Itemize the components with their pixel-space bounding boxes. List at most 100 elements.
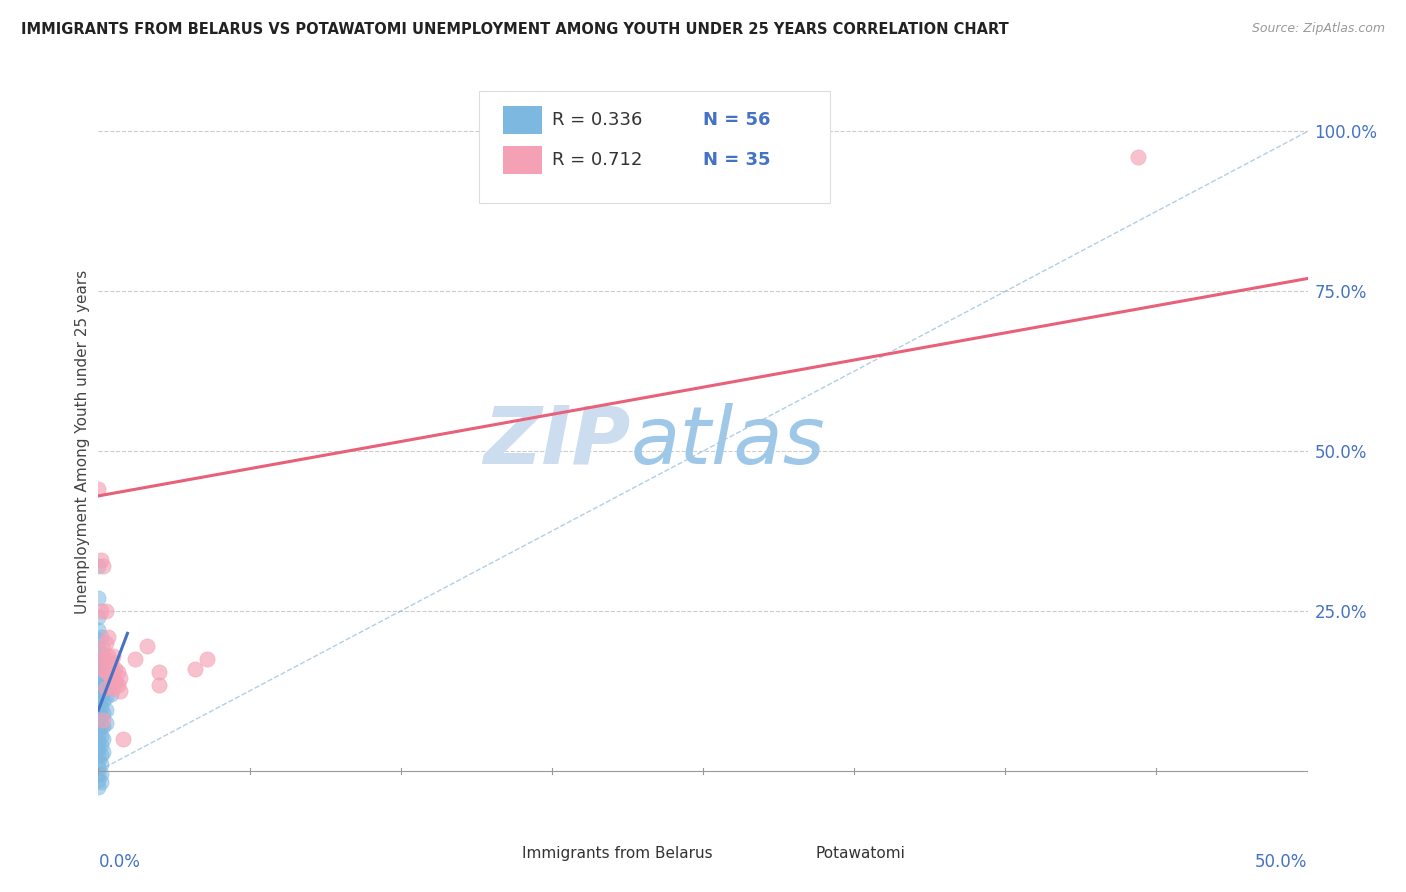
FancyBboxPatch shape [768, 841, 806, 865]
Point [104, 661, 127, 675]
Point [100, 655, 122, 669]
Point [90, 681, 112, 695]
Y-axis label: Unemployment Among Youth under 25 years: Unemployment Among Youth under 25 years [75, 269, 90, 614]
Point [104, 674, 127, 689]
Point [91, 642, 114, 657]
Text: N = 35: N = 35 [703, 151, 770, 169]
Text: 50.0%: 50.0% [1256, 854, 1308, 871]
Point [87, 761, 110, 775]
Point [97, 630, 120, 644]
Point [87, 652, 110, 666]
Point [100, 671, 122, 685]
Point [90, 775, 112, 789]
Point [91, 661, 114, 675]
Point [94, 681, 117, 695]
Point [87, 703, 110, 717]
Point [90, 630, 112, 644]
Point [148, 677, 170, 691]
Point [87, 729, 110, 743]
Text: Source: ZipAtlas.com: Source: ZipAtlas.com [1251, 22, 1385, 36]
Point [91, 719, 114, 733]
Text: R = 0.712: R = 0.712 [551, 151, 643, 169]
Point [94, 652, 117, 666]
Point [90, 719, 112, 733]
Point [87, 780, 110, 794]
Point [94, 636, 117, 650]
Point [87, 559, 110, 574]
Point [135, 639, 157, 653]
Point [107, 665, 129, 679]
Text: atlas: atlas [630, 402, 825, 481]
Text: 0.0%: 0.0% [98, 854, 141, 871]
FancyBboxPatch shape [503, 145, 543, 174]
Point [90, 747, 112, 762]
FancyBboxPatch shape [477, 841, 516, 865]
Point [97, 681, 120, 695]
Point [97, 665, 120, 679]
Point [87, 773, 110, 788]
Point [87, 697, 110, 711]
Point [91, 681, 114, 695]
Point [90, 767, 112, 781]
Point [94, 674, 117, 689]
Text: N = 56: N = 56 [703, 111, 770, 129]
Point [91, 745, 114, 759]
Point [101, 665, 124, 679]
Point [108, 684, 131, 698]
Point [91, 713, 114, 727]
Point [111, 731, 134, 746]
Point [87, 623, 110, 637]
Point [91, 652, 114, 666]
Point [195, 652, 218, 666]
Point [184, 661, 207, 675]
Point [94, 715, 117, 730]
Point [91, 731, 114, 746]
Point [87, 677, 110, 691]
Point [91, 706, 114, 721]
Point [148, 665, 170, 679]
Point [87, 632, 110, 647]
Text: Immigrants from Belarus: Immigrants from Belarus [522, 846, 713, 861]
Text: R = 0.336: R = 0.336 [551, 111, 643, 129]
Point [90, 646, 112, 660]
Point [87, 754, 110, 768]
Point [91, 652, 114, 666]
Point [90, 738, 112, 752]
Point [87, 610, 110, 624]
Point [97, 648, 120, 663]
Point [94, 604, 117, 618]
Point [101, 648, 124, 663]
Point [87, 665, 110, 679]
Point [124, 652, 146, 666]
Point [87, 684, 110, 698]
Point [90, 658, 112, 673]
Point [91, 559, 114, 574]
Point [87, 747, 110, 762]
FancyBboxPatch shape [503, 106, 543, 134]
Point [87, 767, 110, 781]
Point [87, 658, 110, 673]
Point [87, 709, 110, 723]
Point [1128, 150, 1150, 164]
Point [90, 757, 112, 772]
Point [87, 591, 110, 606]
Point [107, 677, 129, 691]
Text: ZIP: ZIP [484, 402, 630, 481]
Point [87, 690, 110, 705]
Point [90, 709, 112, 723]
Point [91, 668, 114, 682]
Point [101, 681, 124, 695]
Text: Potawatomi: Potawatomi [815, 846, 905, 861]
Point [87, 741, 110, 756]
Point [90, 690, 112, 705]
FancyBboxPatch shape [479, 91, 830, 203]
Point [94, 690, 117, 705]
Point [90, 604, 112, 618]
Point [90, 699, 112, 714]
Point [87, 715, 110, 730]
Point [87, 723, 110, 737]
Text: IMMIGRANTS FROM BELARUS VS POTAWATOMI UNEMPLOYMENT AMONG YOUTH UNDER 25 YEARS CO: IMMIGRANTS FROM BELARUS VS POTAWATOMI UN… [21, 22, 1010, 37]
Point [87, 735, 110, 749]
Point [90, 671, 112, 685]
Point [90, 729, 112, 743]
